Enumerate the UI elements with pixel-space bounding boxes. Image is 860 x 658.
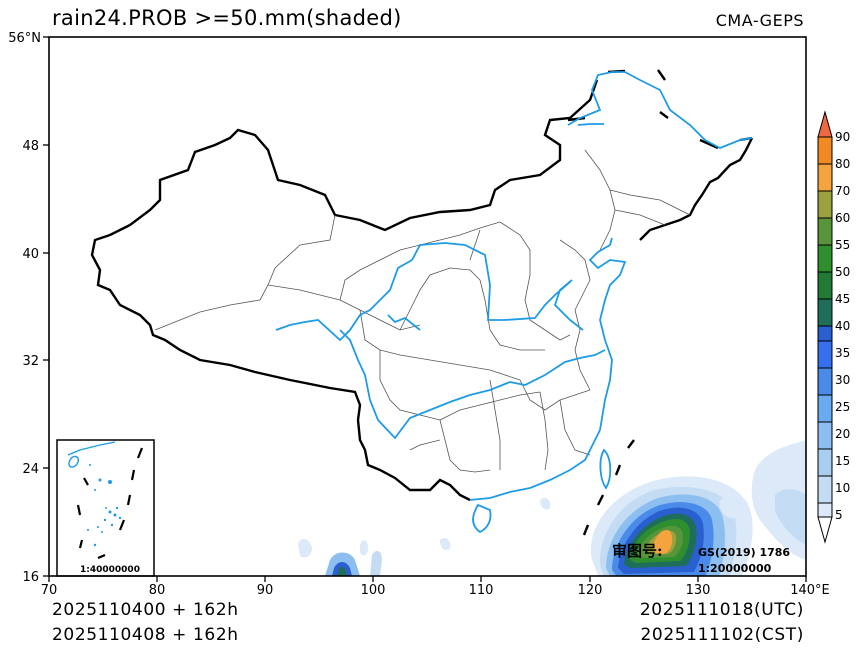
y-tick: 40 (22, 247, 39, 262)
province-borders (154, 149, 691, 473)
svg-text:15: 15 (835, 454, 850, 468)
y-axis-ticks: 56°N 48 40 32 24 16 (8, 31, 41, 585)
svg-text:20: 20 (835, 427, 850, 441)
approval-label: 审图号: (612, 542, 663, 560)
model-source: CMA-GEPS (715, 11, 804, 30)
south-china-sea-inset: 1:40000000 (56, 439, 155, 577)
x-tick: 90 (257, 583, 274, 598)
y-tick: 16 (22, 570, 39, 585)
svg-text:25: 25 (835, 400, 850, 414)
x-tick: 100 (361, 583, 386, 598)
y-tick: 32 (22, 354, 39, 369)
y-tick: 56°N (8, 31, 41, 46)
init-time-cst: 2025110408 + 162h (52, 625, 239, 645)
approval-number: GS(2019) 1786 (698, 546, 790, 559)
svg-text:10: 10 (835, 481, 850, 495)
inset-scale: 1:40000000 (80, 565, 140, 575)
main-scale: 1:20000000 (698, 562, 772, 575)
map-outlines (90, 69, 754, 536)
y-tick: 24 (22, 462, 39, 477)
svg-text:50: 50 (835, 265, 850, 279)
valid-time-cst: 2025111102(CST) (640, 625, 804, 645)
x-axis-ticks: 70 80 90 100 110 120 130 140°E (41, 583, 830, 598)
svg-text:5: 5 (835, 508, 843, 522)
svg-text:30: 30 (835, 373, 850, 387)
x-tick: 80 (149, 583, 166, 598)
valid-time-utc: 2025111018(UTC) (639, 600, 804, 620)
x-tick: 140°E (790, 583, 830, 598)
svg-text:45: 45 (835, 292, 850, 306)
x-tick: 120 (578, 583, 603, 598)
svg-text:90: 90 (835, 130, 850, 144)
svg-text:60: 60 (835, 211, 850, 225)
y-tick: 48 (22, 139, 39, 154)
colorbar (817, 110, 833, 544)
x-tick: 130 (686, 583, 711, 598)
national-border (90, 69, 626, 502)
probability-shading (298, 440, 806, 576)
map-title: rain24.PROB >=50.mm(shaded) (52, 6, 402, 30)
svg-text:80: 80 (835, 157, 850, 171)
rivers-coastline (275, 71, 753, 534)
plot-frame (48, 36, 807, 577)
svg-text:35: 35 (835, 346, 850, 360)
svg-text:55: 55 (835, 238, 850, 252)
svg-text:70: 70 (835, 184, 850, 198)
x-tick: 70 (41, 583, 58, 598)
init-time-utc: 2025110400 + 162h (52, 600, 239, 620)
x-tick: 110 (469, 583, 494, 598)
svg-text:40: 40 (835, 319, 850, 333)
colorbar-labels: 5 10 15 20 25 30 35 40 45 50 55 60 70 80… (835, 130, 850, 522)
